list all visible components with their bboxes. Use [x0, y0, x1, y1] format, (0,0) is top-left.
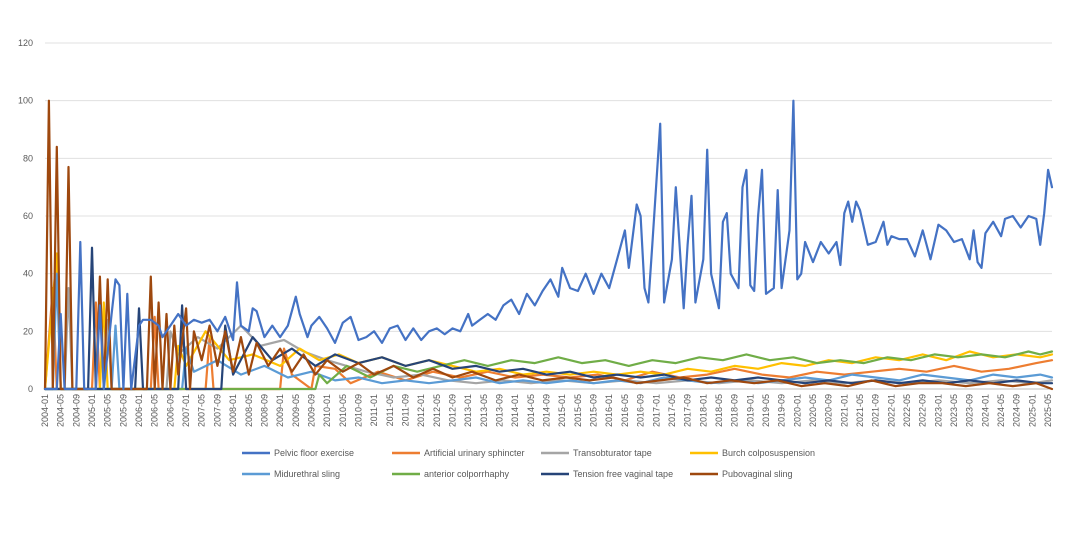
- x-tick-label: 2021-05: [855, 394, 865, 427]
- x-tick-label: 2022-09: [918, 394, 928, 427]
- x-tick-label: 2018-01: [698, 394, 708, 427]
- x-tick-label: 2012-05: [432, 394, 442, 427]
- y-tick-label: 0: [28, 384, 33, 394]
- x-tick-label: 2008-01: [228, 394, 238, 427]
- x-tick-label: 2013-05: [479, 394, 489, 427]
- x-tick-label: 2024-09: [1012, 394, 1022, 427]
- legend-label: Tension free vaginal tape: [573, 469, 673, 479]
- y-tick-label: 80: [23, 153, 33, 163]
- x-tick-label: 2021-01: [839, 394, 849, 427]
- gridlines: [45, 42, 1052, 390]
- x-tick-label: 2013-01: [463, 394, 473, 427]
- x-tick-label: 2006-01: [134, 394, 144, 427]
- x-tick-label: 2010-09: [353, 394, 363, 427]
- x-tick-label: 2015-05: [573, 394, 583, 427]
- x-tick-label: 2014-09: [542, 394, 552, 427]
- x-tick-label: 2007-05: [197, 394, 207, 427]
- x-tick-label: 2023-09: [965, 394, 975, 427]
- legend-label: anterior colporrhaphy: [424, 469, 510, 479]
- y-tick-label: 40: [23, 269, 33, 279]
- x-tick-label: 2010-01: [322, 394, 332, 427]
- x-axis-ticks: 2004-01 2004-05 2004-09 2005-01 2005-05 2005-…: [40, 394, 1053, 427]
- legend: Pelvic floor exercise Artificial urinary …: [242, 448, 815, 479]
- x-tick-label: 2019-09: [777, 394, 787, 427]
- x-tick-label: 2018-09: [730, 394, 740, 427]
- x-tick-label: 2019-05: [761, 394, 771, 427]
- x-tick-label: 2025-01: [1027, 394, 1037, 427]
- legend-label: Burch colposuspension: [722, 448, 815, 458]
- x-tick-label: 2007-09: [212, 394, 222, 427]
- x-tick-label: 2012-09: [448, 394, 458, 427]
- y-tick-label: 120: [18, 38, 33, 48]
- x-tick-label: 2010-05: [338, 394, 348, 427]
- x-tick-label: 2006-05: [150, 394, 160, 427]
- legend-label: Pubovaginal sling: [722, 469, 793, 479]
- x-tick-label: 2014-05: [526, 394, 536, 427]
- y-tick-label: 100: [18, 96, 33, 106]
- x-tick-label: 2012-01: [416, 394, 426, 427]
- x-tick-label: 2013-09: [495, 394, 505, 427]
- legend-label: Pelvic floor exercise: [274, 448, 354, 458]
- x-tick-label: 2020-05: [808, 394, 818, 427]
- x-tick-label: 2009-01: [275, 394, 285, 427]
- series-line-tension-free-vaginal-tape: [43, 246, 1054, 391]
- x-tick-label: 2004-01: [40, 394, 50, 427]
- x-tick-label: 2009-05: [291, 394, 301, 427]
- x-tick-label: 2019-01: [745, 394, 755, 427]
- x-tick-label: 2015-01: [557, 394, 567, 427]
- x-tick-label: 2006-09: [165, 394, 175, 427]
- x-tick-label: 2021-09: [871, 394, 881, 427]
- x-tick-label: 2018-05: [714, 394, 724, 427]
- y-tick-label: 20: [23, 326, 33, 336]
- x-tick-label: 2007-01: [181, 394, 191, 427]
- x-tick-label: 2008-09: [259, 394, 269, 427]
- x-tick-label: 2016-05: [620, 394, 630, 427]
- x-tick-label: 2011-01: [369, 394, 379, 426]
- series-lines: [43, 99, 1054, 391]
- x-tick-label: 2022-01: [886, 394, 896, 427]
- series-line-pubovaginal-sling: [43, 99, 1054, 391]
- x-tick-label: 2017-09: [683, 394, 693, 427]
- x-tick-label: 2008-05: [244, 394, 254, 427]
- x-tick-label: 2011-05: [385, 394, 395, 426]
- x-tick-label: 2025-05: [1043, 394, 1053, 427]
- x-tick-label: 2004-09: [71, 394, 81, 427]
- x-tick-label: 2020-01: [792, 394, 802, 427]
- x-tick-label: 2023-05: [949, 394, 959, 427]
- x-tick-label: 2024-05: [996, 394, 1006, 427]
- x-tick-label: 2009-09: [306, 394, 316, 427]
- x-tick-label: 2022-05: [902, 394, 912, 427]
- x-tick-label: 2005-01: [87, 394, 97, 427]
- x-tick-label: 2015-09: [589, 394, 599, 427]
- x-tick-label: 2017-01: [651, 394, 661, 427]
- x-tick-label: 2023-01: [933, 394, 943, 427]
- x-tick-label: 2016-09: [636, 394, 646, 427]
- x-tick-label: 2024-01: [980, 394, 990, 427]
- legend-label: Artificial urinary sphincter: [424, 448, 525, 458]
- x-tick-label: 2011-09: [400, 394, 410, 426]
- legend-label: Midurethral sling: [274, 469, 340, 479]
- x-tick-label: 2005-05: [103, 394, 113, 427]
- y-axis-ticks: 0 20 40 60 80 100 120: [18, 38, 33, 394]
- x-tick-label: 2004-05: [56, 394, 66, 427]
- x-tick-label: 2014-01: [510, 394, 520, 427]
- x-tick-label: 2020-09: [824, 394, 834, 427]
- series-line-pelvic-floor-exercise: [43, 99, 1054, 391]
- y-tick-label: 60: [23, 211, 33, 221]
- legend-label: Transobturator tape: [573, 448, 652, 458]
- x-tick-label: 2005-09: [118, 394, 128, 427]
- x-tick-label: 2016-01: [604, 394, 614, 427]
- x-tick-label: 2017-05: [667, 394, 677, 427]
